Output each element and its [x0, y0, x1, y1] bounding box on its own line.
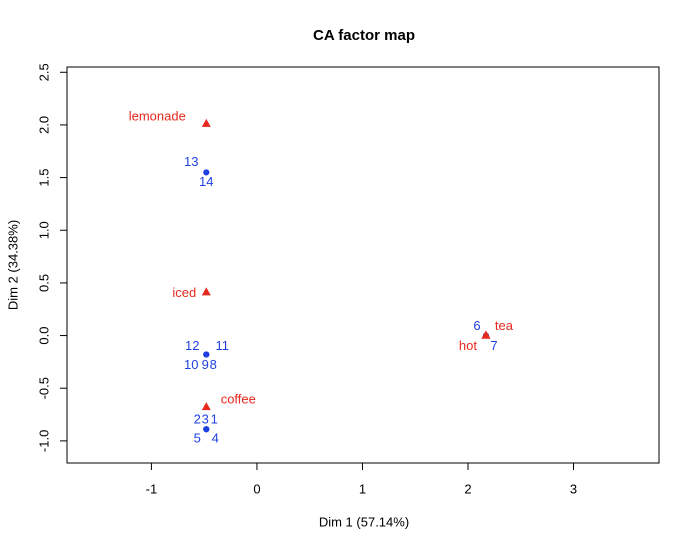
x-tick-label: 0	[253, 481, 260, 496]
y-tick-label: 2.0	[36, 116, 51, 134]
point	[203, 351, 210, 358]
point-label: lemonade	[129, 108, 186, 123]
point-label: 12	[185, 338, 199, 353]
point-label: 14	[199, 174, 213, 189]
x-axis-label: Dim 1 (57.14%)	[319, 514, 409, 529]
point-label: 6	[473, 318, 480, 333]
point-label: iced	[172, 285, 196, 300]
point-label: 1	[211, 412, 218, 427]
point-label: 13	[184, 154, 198, 169]
point	[203, 169, 210, 176]
x-tick-label: 1	[359, 481, 366, 496]
chart-title: CA factor map	[313, 27, 415, 44]
y-tick-label: -0.5	[36, 377, 51, 399]
point-label: hot	[459, 338, 477, 353]
x-tick-label: 3	[570, 481, 577, 496]
point-label: 11	[216, 338, 230, 353]
y-tick-label: 1.0	[36, 221, 51, 239]
y-tick-label: 2.5	[36, 63, 51, 81]
point-label: 7	[490, 338, 497, 353]
point	[203, 426, 210, 433]
point-label: coffee	[221, 392, 256, 407]
point-label: 9	[202, 357, 209, 372]
y-tick-label: 1.5	[36, 169, 51, 187]
point-label: tea	[495, 318, 514, 333]
y-axis-label: Dim 2 (34.38%)	[5, 220, 20, 310]
plot-frame	[66, 66, 660, 464]
point	[481, 330, 491, 339]
point	[201, 402, 211, 411]
point-label: 8	[210, 357, 217, 372]
x-tick-label: 2	[464, 481, 471, 496]
point-label: 3	[202, 412, 209, 427]
point-label: 10	[184, 357, 198, 372]
y-tick-label: 0.5	[36, 274, 51, 292]
point-label: 4	[212, 431, 219, 446]
point-label: 2	[194, 412, 201, 427]
point-label: 5	[194, 431, 201, 446]
y-tick-label: -1.0	[36, 430, 51, 452]
point	[201, 287, 211, 296]
x-tick-label: -1	[146, 481, 158, 496]
point	[201, 118, 211, 127]
y-tick-label: 0.0	[36, 327, 51, 345]
